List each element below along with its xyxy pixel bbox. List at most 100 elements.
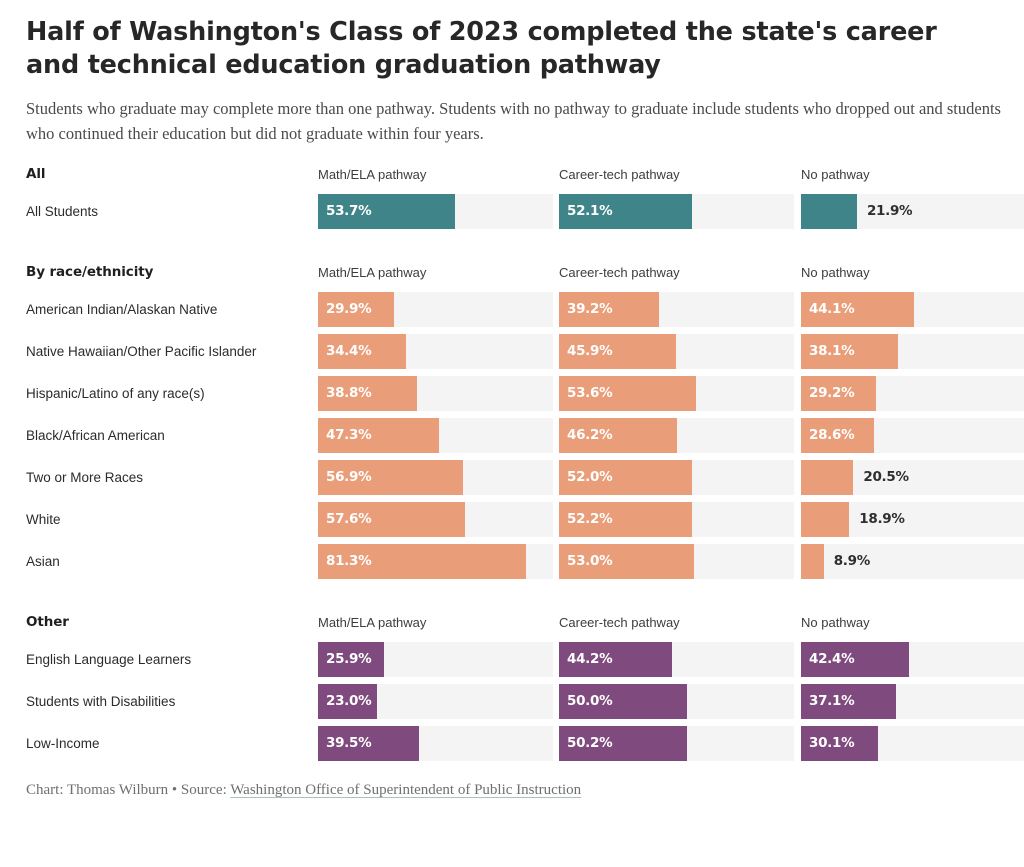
bar-value-label: 53.7%: [326, 203, 372, 219]
column-header: Math/ELA pathway: [318, 615, 427, 630]
bar-track: 18.9%: [801, 502, 1024, 537]
bar[interactable]: [801, 334, 899, 369]
bar[interactable]: [801, 544, 824, 579]
chart-body: All Math/ELA pathway Career-tech pathway No…: [26, 166, 1024, 768]
bar-track: 53.6%: [559, 376, 794, 411]
bar[interactable]: [801, 726, 878, 761]
bar[interactable]: [801, 642, 910, 677]
bar-track: 47.3%: [318, 418, 553, 453]
row-label: American Indian/Alaskan Native: [26, 302, 218, 317]
bar[interactable]: [318, 194, 456, 229]
bar-track: 23.0%: [318, 684, 553, 719]
bar-track: 56.9%: [318, 460, 553, 495]
bar-track: 20.5%: [801, 460, 1024, 495]
bar-track: 30.1%: [801, 726, 1024, 761]
bar-track: 52.2%: [559, 502, 794, 537]
bar-value-label: 25.9%: [326, 651, 372, 667]
bar[interactable]: [559, 194, 693, 229]
bar-track: 46.2%: [559, 418, 794, 453]
row-label: Students with Disabilities: [26, 694, 176, 709]
bar[interactable]: [801, 376, 876, 411]
bar-track: 21.9%: [801, 194, 1024, 229]
bar-value-label: 47.3%: [326, 427, 372, 443]
bar-value-label: 50.2%: [567, 735, 613, 751]
bar-track: 42.4%: [801, 642, 1024, 677]
bar-value-label: 56.9%: [326, 469, 372, 485]
chart-section: Other Math/ELA pathway Career-tech pathway…: [26, 614, 1024, 768]
chart-row: Low-Income 39.5% 50.2% 30.1%: [26, 726, 1024, 768]
chart-row: White 57.6% 52.2% 18.9%: [26, 502, 1024, 544]
bar[interactable]: [559, 292, 660, 327]
bar[interactable]: [559, 544, 695, 579]
bar[interactable]: [801, 194, 857, 229]
bar-value-label: 57.6%: [326, 511, 372, 527]
bar[interactable]: [801, 684, 896, 719]
bar-value-label: 37.1%: [809, 693, 855, 709]
bar[interactable]: [559, 376, 696, 411]
bar-value-label: 23.0%: [326, 693, 372, 709]
bar[interactable]: [801, 502, 850, 537]
bar[interactable]: [801, 418, 875, 453]
section-title: All: [26, 166, 46, 182]
bar[interactable]: [318, 544, 526, 579]
bar-value-label: 34.4%: [326, 343, 372, 359]
row-label: Native Hawaiian/Other Pacific Islander: [26, 344, 257, 359]
bar-track: 29.9%: [318, 292, 553, 327]
bar[interactable]: [801, 292, 914, 327]
row-label: Black/African American: [26, 428, 165, 443]
bar-value-label: 52.1%: [567, 203, 613, 219]
section-title: By race/ethnicity: [26, 264, 154, 280]
row-label: White: [26, 512, 61, 527]
bar[interactable]: [559, 418, 677, 453]
page-title: Half of Washington's Class of 2023 compl…: [26, 17, 937, 80]
chart-row: Asian 81.3% 53.0% 8.9%: [26, 544, 1024, 586]
row-label: English Language Learners: [26, 652, 192, 667]
chart-row: Native Hawaiian/Other Pacific Islander 34…: [26, 334, 1024, 376]
bar-track: 53.7%: [318, 194, 553, 229]
bar[interactable]: [801, 460, 854, 495]
bar[interactable]: [559, 460, 692, 495]
bar[interactable]: [318, 726, 419, 761]
chart-section: By race/ethnicity Math/ELA pathway Career-…: [26, 264, 1024, 586]
bar[interactable]: [318, 684, 377, 719]
bar-track: 53.0%: [559, 544, 794, 579]
column-header: Math/ELA pathway: [318, 265, 427, 280]
bar-value-label: 30.1%: [809, 735, 855, 751]
bar[interactable]: [559, 726, 688, 761]
chart-row: American Indian/Alaskan Native 29.9% 39.2%…: [26, 292, 1024, 334]
column-header: Career-tech pathway: [559, 265, 680, 280]
row-label: All Students: [26, 204, 99, 219]
chart-row: Students with Disabilities 23.0% 50.0% 37.1…: [26, 684, 1024, 726]
bar-track: 44.2%: [559, 642, 794, 677]
section-header: By race/ethnicity Math/ELA pathway Career-…: [26, 264, 1008, 286]
bar[interactable]: [559, 642, 672, 677]
row-label: Two or More Races: [26, 470, 144, 485]
bar-value-label: 44.2%: [567, 651, 613, 667]
bar-value-label: 42.4%: [809, 651, 855, 667]
bar[interactable]: [318, 502, 466, 537]
bar-track: 52.0%: [559, 460, 794, 495]
column-header: Math/ELA pathway: [318, 167, 427, 182]
bar[interactable]: [318, 334, 406, 369]
bar[interactable]: [318, 418, 439, 453]
bar[interactable]: [318, 460, 464, 495]
bar[interactable]: [318, 376, 418, 411]
bar[interactable]: [318, 292, 395, 327]
row-label: Asian: [26, 554, 60, 569]
bar-value-label: 21.9%: [866, 203, 913, 219]
bar-value-label: 53.0%: [567, 553, 613, 569]
bar-value-label: 38.1%: [809, 343, 855, 359]
bar[interactable]: [559, 684, 687, 719]
bar-value-label: 52.2%: [567, 511, 613, 527]
bar[interactable]: [318, 642, 385, 677]
bar[interactable]: [559, 502, 693, 537]
bar-value-label: 29.2%: [809, 385, 855, 401]
section-spacer: [26, 594, 1008, 614]
chart-row: English Language Learners 25.9% 44.2% 42.4%: [26, 642, 1024, 684]
bar[interactable]: [559, 334, 677, 369]
bar-value-label: 20.5%: [863, 469, 909, 485]
bar-value-label: 53.6%: [567, 385, 613, 401]
chart-row: All Students 53.7% 52.1% 21.9%: [26, 194, 1024, 236]
bar-track: 45.9%: [559, 334, 794, 369]
source-link[interactable]: Washington Office of Superintendent of P…: [230, 782, 582, 798]
